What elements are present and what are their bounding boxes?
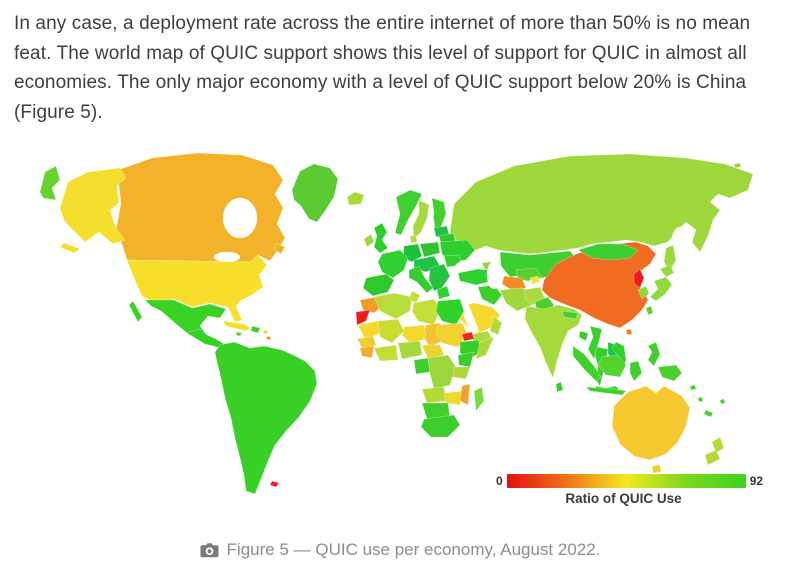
tanzania-region [452, 366, 471, 380]
oman-region [489, 316, 503, 336]
antilles-1-region [262, 329, 269, 335]
world-map-svg [39, 152, 754, 495]
japan-honshu-region [649, 276, 673, 302]
south-africa-region [420, 414, 461, 438]
sakhalin-region [663, 244, 677, 272]
nigeria-region [397, 340, 423, 360]
baja-region [128, 300, 143, 323]
sri-lanka-region [555, 381, 564, 393]
south-america-region [214, 341, 318, 495]
italy-region [408, 265, 434, 294]
nepal-region [561, 310, 579, 320]
new-guinea-region [657, 364, 683, 382]
chukotka-west-region [39, 165, 61, 201]
iceland-region [346, 191, 365, 206]
legend-row: 0 92 [496, 474, 776, 488]
article-paragraph: In any case, a deployment rate across th… [14, 13, 751, 123]
figure-caption-text: Figure 5 — QUIC use per economy, August … [226, 540, 601, 559]
aleutians-region [59, 242, 81, 254]
south-korea-region [637, 285, 650, 300]
gabon-congo-region [413, 357, 431, 375]
mexico-region [144, 299, 227, 340]
sulawesi-region [629, 360, 643, 382]
bangladesh-region [578, 330, 589, 342]
legend-min-label: 0 [496, 474, 503, 488]
iberia-region [362, 273, 395, 297]
camera-icon [200, 543, 219, 558]
newfoundland-region [273, 242, 286, 255]
baltic-sea-region [427, 215, 435, 237]
drc-region [427, 354, 457, 390]
hudson-bay-region [222, 197, 258, 239]
legend-max-label: 92 [749, 474, 764, 488]
figure-caption: Figure 5 — QUIC use per economy, August … [0, 538, 800, 562]
denmark-region [409, 234, 418, 244]
western-sahara-region [355, 309, 371, 326]
java-region [585, 386, 627, 396]
great-lakes-region [213, 251, 241, 263]
senegal-region [356, 335, 377, 350]
niger-region [401, 324, 427, 344]
france-region [377, 249, 409, 279]
canada-region [115, 152, 286, 263]
zambia-zimbabwe-region [443, 390, 463, 406]
sweden-region [412, 199, 430, 240]
myanmar-region [587, 325, 603, 360]
fiji-region [719, 398, 726, 405]
sudan-region [435, 322, 469, 348]
somalia-region [475, 336, 495, 360]
falkland-islands-region [269, 480, 280, 488]
ireland-region [363, 233, 375, 248]
caspian-sea-region [486, 260, 502, 290]
nz-south-region [704, 449, 721, 466]
okhotsk-sea-region [671, 226, 689, 254]
alaska-region [59, 167, 127, 245]
nz-north-region [711, 436, 725, 454]
mozambique-region [459, 383, 471, 406]
hainan-region [625, 328, 633, 336]
sumatra-region [572, 345, 602, 382]
borneo-region [597, 354, 627, 378]
uganda-kenya-region [457, 351, 475, 368]
wrangel-island-region [733, 162, 742, 169]
philippines-region [647, 341, 661, 367]
new-caledonia-region [703, 409, 714, 418]
antilles-2-region [265, 335, 272, 341]
mali-region [377, 318, 405, 344]
jamaica-region [235, 331, 243, 337]
greece-region [436, 285, 451, 300]
madagascar-region [473, 386, 485, 412]
egypt-region [435, 298, 465, 326]
india-region [524, 304, 583, 379]
taiwan-region [645, 305, 654, 316]
mongolia-region [577, 243, 639, 261]
cuba-region [222, 320, 251, 332]
hispaniola-region [250, 325, 261, 334]
solomon-islands-region [689, 384, 697, 391]
norway-region [394, 189, 423, 236]
angola-region [421, 386, 447, 404]
poland-region [419, 241, 441, 258]
guinea-coast-region [359, 345, 375, 359]
syria-iraq-region [477, 284, 503, 306]
libya-region [411, 298, 441, 326]
tasmania-region [651, 464, 662, 474]
red-sea-region [458, 300, 480, 336]
legend-gradient-bar [506, 474, 746, 488]
vanuatu-region [697, 396, 704, 403]
eritrea-region [461, 331, 475, 342]
australia-region [611, 385, 691, 461]
russia-region [449, 153, 754, 255]
greenland-region [291, 163, 339, 223]
ivory-ghana-region [373, 344, 399, 362]
algeria-region [373, 292, 413, 320]
cameroon-car-region [421, 344, 445, 360]
uk-region [373, 222, 389, 254]
japan-hokkaido-region [659, 264, 675, 278]
legend-title: Ratio of QUIC Use [565, 491, 682, 506]
tajikistan-spot-region [529, 275, 541, 285]
north-korea-region [633, 268, 645, 289]
map-legend: 0 92 Ratio of QUIC Use [496, 474, 776, 506]
quic-world-map-figure: 0 92 Ratio of QUIC Use [30, 148, 775, 518]
